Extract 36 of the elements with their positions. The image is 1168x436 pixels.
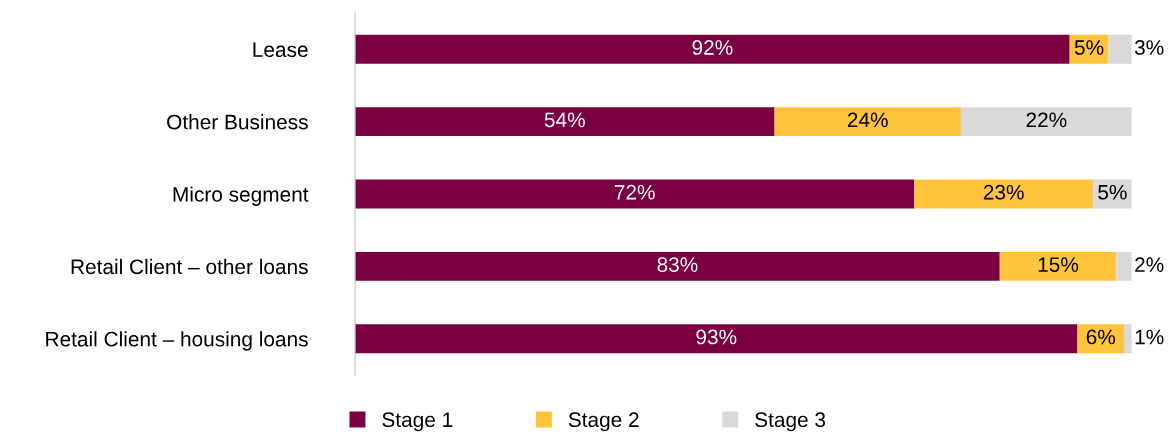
bar [1108,34,1132,64]
legend-label: Stage 1 [382,412,453,432]
bar [355,107,775,137]
bar [1124,324,1132,354]
data-label: 3% [1134,40,1164,55]
data-label: 92% [692,40,733,55]
bar [774,107,961,137]
bar [1077,324,1125,354]
data-label: 93% [696,329,737,345]
y-tick-label: Lease [253,42,308,58]
bar [1116,251,1132,281]
bar [355,34,1070,64]
y-tick-label: Micro segment [173,186,309,206]
legend-label: Stage 3 [755,412,826,432]
data-label: 1% [1135,329,1164,345]
data-label: 72% [614,184,655,200]
bar [999,251,1117,281]
data-label: 23% [983,184,1024,200]
y-tick-label: Retail Client – other loans [71,258,308,275]
bar [355,251,1000,281]
data-label: 24% [847,112,888,128]
y-tick-label: Other Business [167,114,308,130]
bar [960,107,1132,137]
bar [355,324,1078,354]
data-label: 6% [1086,329,1116,345]
data-label: 2% [1135,257,1164,272]
legend-label: Stage 2 [568,412,639,432]
data-label: 54% [544,112,585,128]
bar [355,179,915,209]
data-label: 15% [1038,257,1079,272]
bar [914,179,1093,209]
data-label: 5% [1074,40,1104,55]
data-label: 22% [1026,112,1067,128]
y-tick-label: Retail Client – housing loans [46,331,308,351]
data-label: 83% [657,257,698,272]
data-label: 5% [1098,184,1127,200]
